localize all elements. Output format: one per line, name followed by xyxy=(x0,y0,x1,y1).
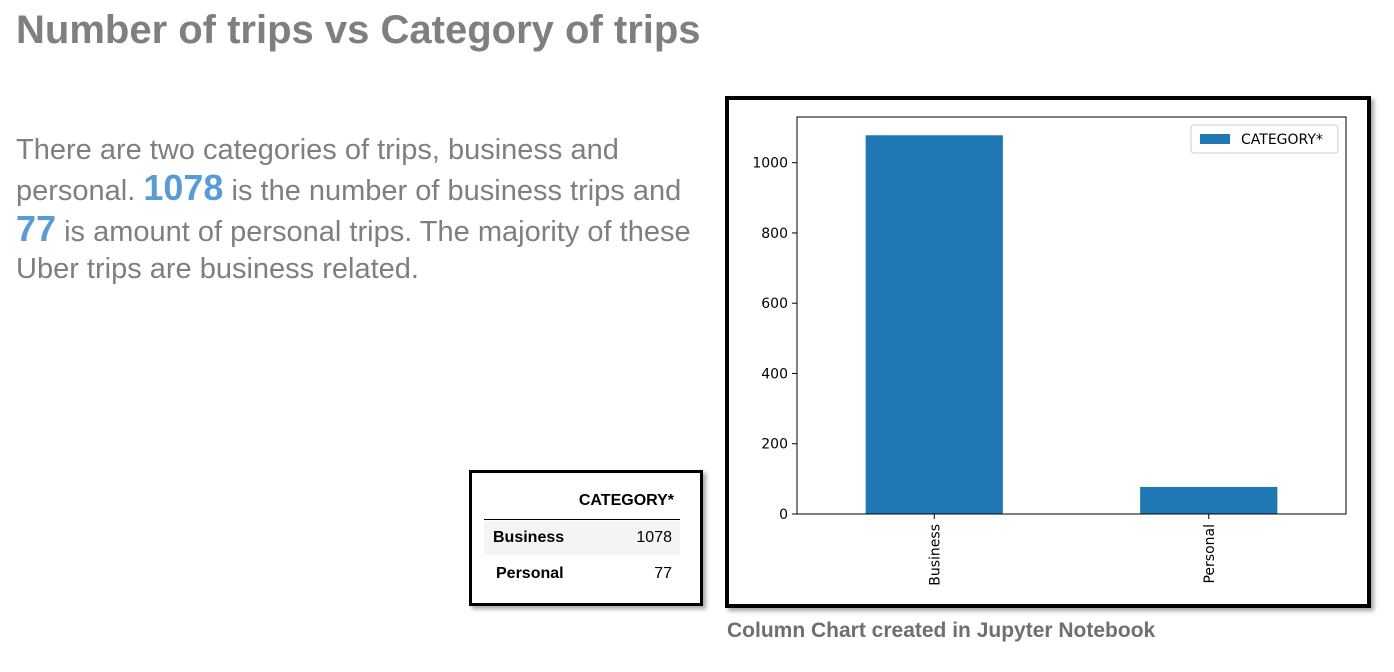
chart-svg: 0 200 400 600 800 1000 Business Personal CATEGOR… xyxy=(752,116,1347,586)
business-count-highlight: 1078 xyxy=(143,167,224,208)
legend-box xyxy=(1190,124,1339,154)
page-title: Number of trips vs Category of trips xyxy=(16,8,701,52)
table-column-header: CATEGORY* xyxy=(578,492,674,509)
table-row-value: 1078 xyxy=(636,529,672,546)
table-row: Business 1078 xyxy=(484,521,680,555)
chart-caption: Column Chart created in Jupyter Notebook xyxy=(727,619,1156,642)
table-row-value: 77 xyxy=(654,565,672,582)
y-tick-label: 400 xyxy=(761,366,788,382)
description-part-1: There are two categories of trips, busin… xyxy=(16,134,619,207)
table-row-label: Personal xyxy=(496,565,564,582)
bar-personal xyxy=(1140,486,1278,514)
table-row: Personal 77 xyxy=(484,557,680,591)
description-text: There are two categories of trips, busin… xyxy=(16,132,716,288)
personal-count-highlight: 77 xyxy=(16,208,57,249)
y-tick-label: 200 xyxy=(761,437,788,453)
description-part-2: is the number of business trips and xyxy=(223,175,682,207)
plot-frame xyxy=(796,116,1347,515)
x-tick-label: Business xyxy=(927,524,943,586)
y-tick-label: 0 xyxy=(779,507,788,523)
y-tick-label: 800 xyxy=(761,226,788,242)
legend-swatch xyxy=(1200,134,1230,144)
column-chart: 0 200 400 600 800 1000 Business Personal CATEGOR… xyxy=(725,96,1371,608)
description-part-3: is amount of personal trips. The majorit… xyxy=(16,216,691,285)
legend-label: CATEGORY* xyxy=(1241,132,1323,148)
table-header-rule xyxy=(484,519,680,520)
y-tick-label: 600 xyxy=(761,296,788,312)
category-table: CATEGORY* Business 1078 Personal 77 xyxy=(469,470,703,606)
table-row-label: Business xyxy=(493,529,565,546)
x-tick-label: Personal xyxy=(1202,524,1218,584)
bar-business xyxy=(865,135,1003,514)
y-tick-label: 1000 xyxy=(752,156,788,172)
